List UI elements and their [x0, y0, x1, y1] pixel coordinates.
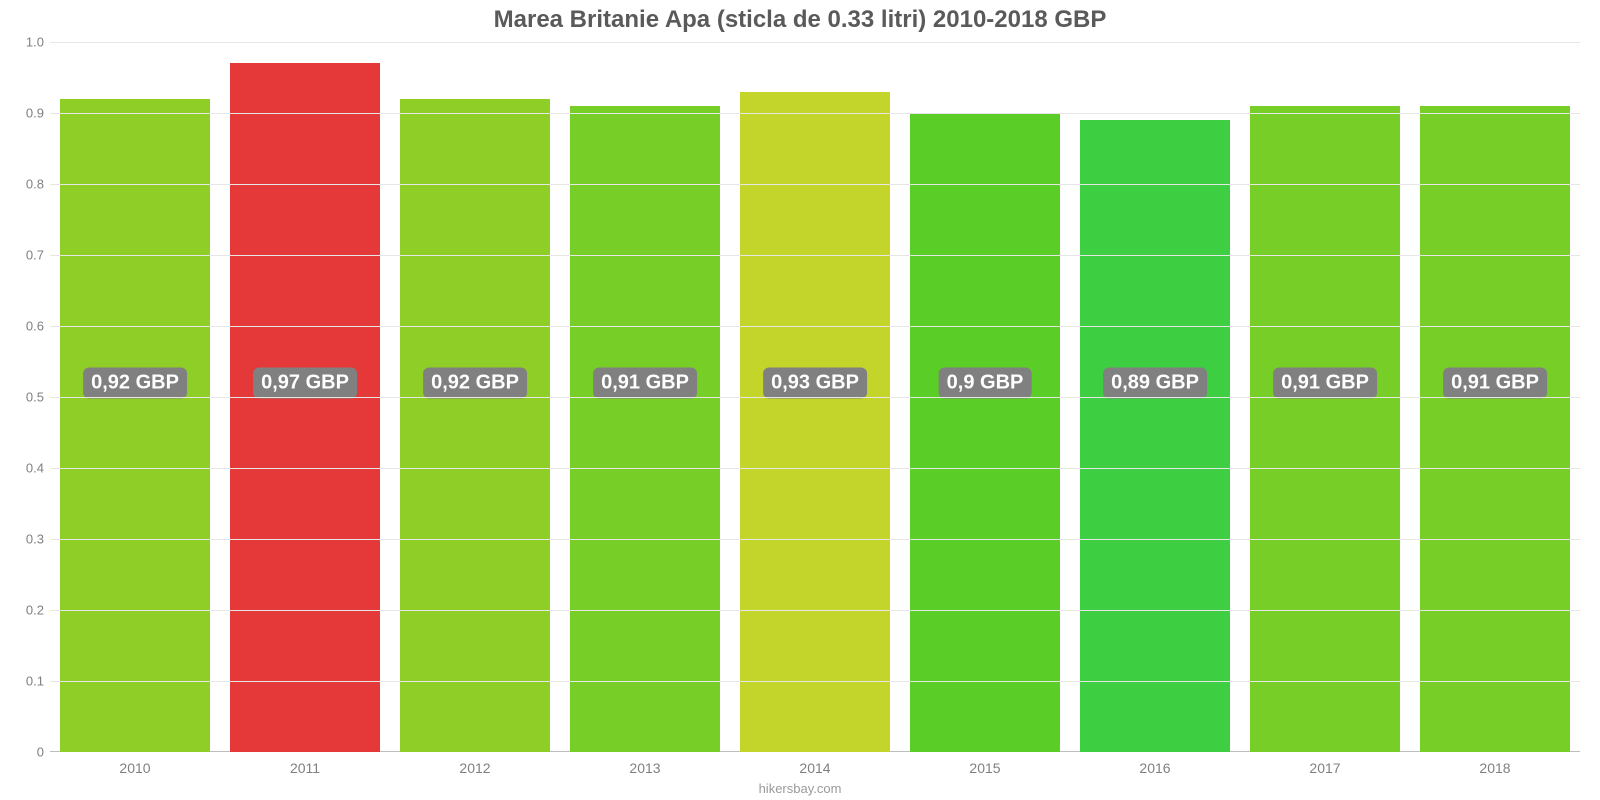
- y-tick-label: 1.0: [8, 35, 44, 50]
- plot-area: 0,92 GBP20100,97 GBP20110,92 GBP20120,91…: [50, 42, 1580, 752]
- x-tick-label: 2016: [1139, 760, 1170, 776]
- y-tick-label: 0: [8, 745, 44, 760]
- x-tick-label: 2014: [799, 760, 830, 776]
- bar: [1080, 120, 1230, 752]
- y-tick-label: 0.2: [8, 603, 44, 618]
- y-tick-label: 0.6: [8, 319, 44, 334]
- bar-value-label: 0,92 GBP: [83, 367, 187, 398]
- chart-footer: hikersbay.com: [0, 781, 1600, 796]
- grid-line: [50, 468, 1580, 469]
- bar-value-label: 0,97 GBP: [253, 367, 357, 398]
- x-tick-label: 2018: [1479, 760, 1510, 776]
- y-tick-label: 0.8: [8, 177, 44, 192]
- grid-line: [50, 681, 1580, 682]
- x-tick-label: 2010: [119, 760, 150, 776]
- bar: [910, 113, 1060, 752]
- y-tick-label: 0.9: [8, 106, 44, 121]
- bar-value-label: 0,93 GBP: [763, 367, 867, 398]
- bar: [60, 99, 210, 752]
- bar-value-label: 0,91 GBP: [1273, 367, 1377, 398]
- bar: [400, 99, 550, 752]
- x-tick-label: 2012: [459, 760, 490, 776]
- bar: [740, 92, 890, 752]
- y-tick-label: 0.1: [8, 674, 44, 689]
- grid-line: [50, 42, 1580, 43]
- grid-line: [50, 539, 1580, 540]
- bar-value-label: 0,91 GBP: [593, 367, 697, 398]
- grid-line: [50, 326, 1580, 327]
- x-tick-label: 2015: [969, 760, 1000, 776]
- x-tick-label: 2013: [629, 760, 660, 776]
- bar: [570, 106, 720, 752]
- chart-title: Marea Britanie Apa (sticla de 0.33 litri…: [0, 0, 1600, 36]
- bar-value-label: 0,9 GBP: [939, 367, 1032, 398]
- grid-line: [50, 255, 1580, 256]
- grid-line: [50, 397, 1580, 398]
- bar-value-label: 0,92 GBP: [423, 367, 527, 398]
- x-tick-label: 2017: [1309, 760, 1340, 776]
- y-tick-label: 0.5: [8, 390, 44, 405]
- bar: [1250, 106, 1400, 752]
- grid-line: [50, 610, 1580, 611]
- chart-container: Marea Britanie Apa (sticla de 0.33 litri…: [0, 0, 1600, 800]
- y-tick-label: 0.3: [8, 532, 44, 547]
- bar: [230, 63, 380, 752]
- x-tick-label: 2011: [290, 760, 320, 776]
- bar-value-label: 0,89 GBP: [1103, 367, 1207, 398]
- y-tick-label: 0.7: [8, 248, 44, 263]
- bar: [1420, 106, 1570, 752]
- grid-line: [50, 113, 1580, 114]
- bar-value-label: 0,91 GBP: [1443, 367, 1547, 398]
- y-tick-label: 0.4: [8, 461, 44, 476]
- grid-line: [50, 184, 1580, 185]
